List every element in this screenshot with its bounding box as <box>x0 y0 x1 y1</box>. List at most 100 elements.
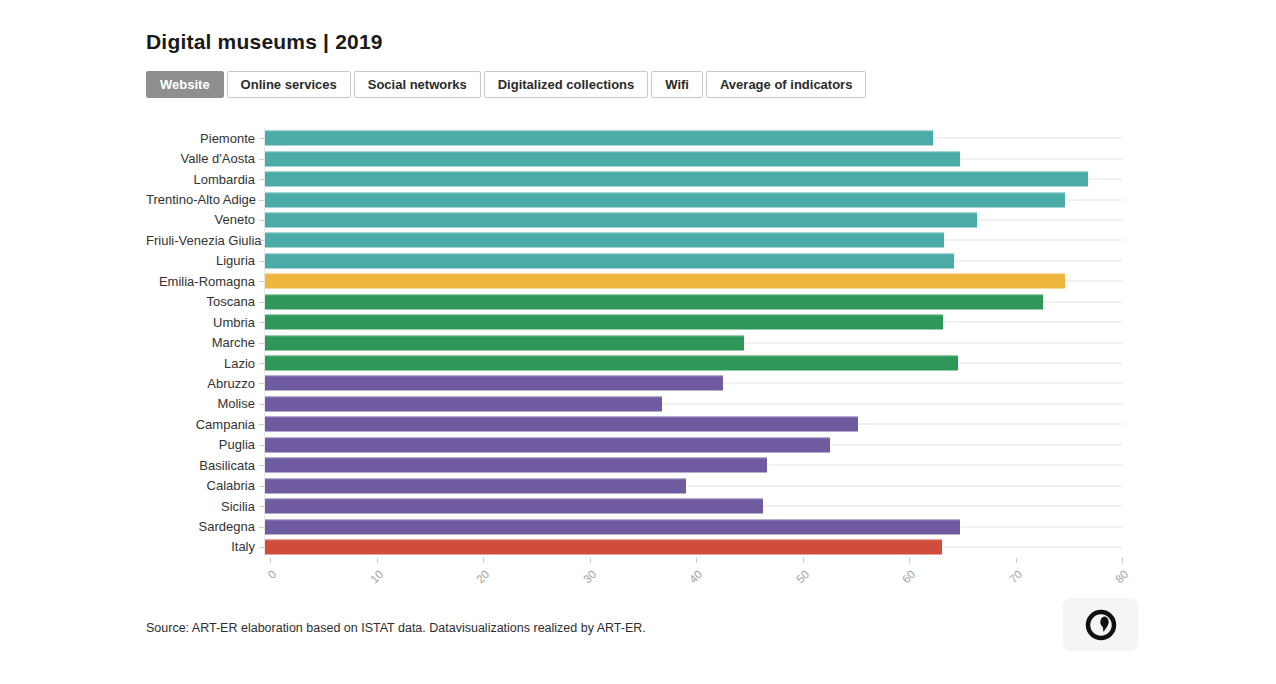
bar-lombardia[interactable] <box>265 172 1088 187</box>
category-label: Calabria <box>146 478 264 493</box>
category-label: Veneto <box>146 212 264 227</box>
circle-apostrophe-logo-icon <box>1084 608 1118 642</box>
category-label: Campania <box>146 417 264 432</box>
plot-area <box>264 128 1122 148</box>
bar-molise[interactable] <box>265 396 662 411</box>
x-axis-tick-label: 50 <box>793 568 811 586</box>
logo-button[interactable] <box>1063 598 1138 651</box>
bar-abruzzo[interactable] <box>265 376 723 391</box>
plot-area <box>264 435 1122 455</box>
bar-lazio[interactable] <box>265 356 958 371</box>
chart-row: Campania <box>146 414 1122 434</box>
category-label: Italy <box>146 539 264 554</box>
plot-area <box>264 292 1122 312</box>
tab-social-networks[interactable]: Social networks <box>354 71 481 98</box>
chart-row: Sardegna <box>146 516 1122 536</box>
category-label: Sardegna <box>146 519 264 534</box>
x-axis: 01020304050607080 <box>270 558 1122 598</box>
x-axis-tick-label: 20 <box>474 568 492 586</box>
plot-area <box>264 394 1122 414</box>
chart-row: Molise <box>146 394 1122 414</box>
category-label: Puglia <box>146 437 264 452</box>
x-axis-tick <box>696 558 697 563</box>
plot-area <box>264 148 1122 168</box>
tab-digitalized-collections[interactable]: Digitalized collections <box>484 71 649 98</box>
x-axis-tick <box>483 558 484 563</box>
chart-row: Toscana <box>146 292 1122 312</box>
tab-online-services[interactable]: Online services <box>227 71 351 98</box>
category-label: Basilicata <box>146 458 264 473</box>
bar-calabria[interactable] <box>265 478 686 493</box>
chart-row: Emilia-Romagna <box>146 271 1122 291</box>
x-axis-tick <box>590 558 591 563</box>
plot-area <box>264 455 1122 475</box>
bar-chart: Piemonte Valle d'Aosta Lombardia Trentino-A… <box>146 128 1122 557</box>
page-title: Digital museums | 2019 <box>146 30 383 54</box>
plot-area <box>264 271 1122 291</box>
category-label: Friuli-Venezia Giulia <box>146 233 264 248</box>
tab-wifi[interactable]: Wifi <box>651 71 703 98</box>
category-label: Emilia-Romagna <box>146 274 264 289</box>
category-label: Trentino-Alto Adige <box>146 192 264 207</box>
category-label: Piemonte <box>146 131 264 146</box>
x-axis-tick-label: 80 <box>1113 568 1131 586</box>
x-axis-tick <box>909 558 910 563</box>
chart-row: Calabria <box>146 475 1122 495</box>
bar-puglia[interactable] <box>265 437 830 452</box>
bar-valle-d-aosta[interactable] <box>265 151 960 166</box>
bar-veneto[interactable] <box>265 212 977 227</box>
bar-trentino-alto-adige[interactable] <box>265 192 1065 207</box>
plot-area <box>264 496 1122 516</box>
category-label: Lazio <box>146 356 264 371</box>
plot-area <box>264 210 1122 230</box>
x-axis-tick <box>1122 558 1123 563</box>
chart-row: Abruzzo <box>146 373 1122 393</box>
bar-marche[interactable] <box>265 335 744 350</box>
tab-website[interactable]: Website <box>146 71 224 98</box>
chart-row: Lazio <box>146 353 1122 373</box>
chart-row: Friuli-Venezia Giulia <box>146 230 1122 250</box>
plot-area <box>264 251 1122 271</box>
category-label: Lombardia <box>146 172 264 187</box>
chart-row: Basilicata <box>146 455 1122 475</box>
bar-liguria[interactable] <box>265 253 954 268</box>
bar-sicilia[interactable] <box>265 499 763 514</box>
chart-row: Sicilia <box>146 496 1122 516</box>
tab-bar: Website Online services Social networks … <box>146 71 866 98</box>
category-label: Abruzzo <box>146 376 264 391</box>
bar-toscana[interactable] <box>265 294 1043 309</box>
category-label: Molise <box>146 396 264 411</box>
chart-row: Umbria <box>146 312 1122 332</box>
chart-row: Italy <box>146 537 1122 557</box>
chart-row: Valle d'Aosta <box>146 148 1122 168</box>
x-axis-tick-label: 30 <box>580 568 598 586</box>
bar-campania[interactable] <box>265 417 858 432</box>
plot-area <box>264 475 1122 495</box>
category-label: Umbria <box>146 315 264 330</box>
bar-piemonte[interactable] <box>265 131 933 146</box>
x-axis-tick-label: 70 <box>1006 568 1024 586</box>
plot-area <box>264 414 1122 434</box>
chart-row: Puglia <box>146 435 1122 455</box>
bar-friuli-venezia-giulia[interactable] <box>265 233 944 248</box>
bar-sardegna[interactable] <box>265 519 960 534</box>
page: Digital museums | 2019 Website Online se… <box>0 0 1276 684</box>
chart-row: Liguria <box>146 251 1122 271</box>
bar-italy[interactable] <box>265 539 942 554</box>
chart-row: Lombardia <box>146 169 1122 189</box>
bar-umbria[interactable] <box>265 315 943 330</box>
plot-area <box>264 312 1122 332</box>
plot-area <box>264 516 1122 536</box>
x-axis-tick <box>270 558 271 563</box>
bar-emilia-romagna[interactable] <box>265 274 1065 289</box>
plot-area <box>264 332 1122 352</box>
chart-row: Marche <box>146 332 1122 352</box>
category-label: Toscana <box>146 294 264 309</box>
x-axis-tick-label: 60 <box>900 568 918 586</box>
plot-area <box>264 230 1122 250</box>
bar-basilicata[interactable] <box>265 458 767 473</box>
chart-row: Veneto <box>146 210 1122 230</box>
x-axis-tick <box>803 558 804 563</box>
x-axis-tick-label: 10 <box>367 568 385 586</box>
tab-average-of-indicators[interactable]: Average of indicators <box>706 71 866 98</box>
